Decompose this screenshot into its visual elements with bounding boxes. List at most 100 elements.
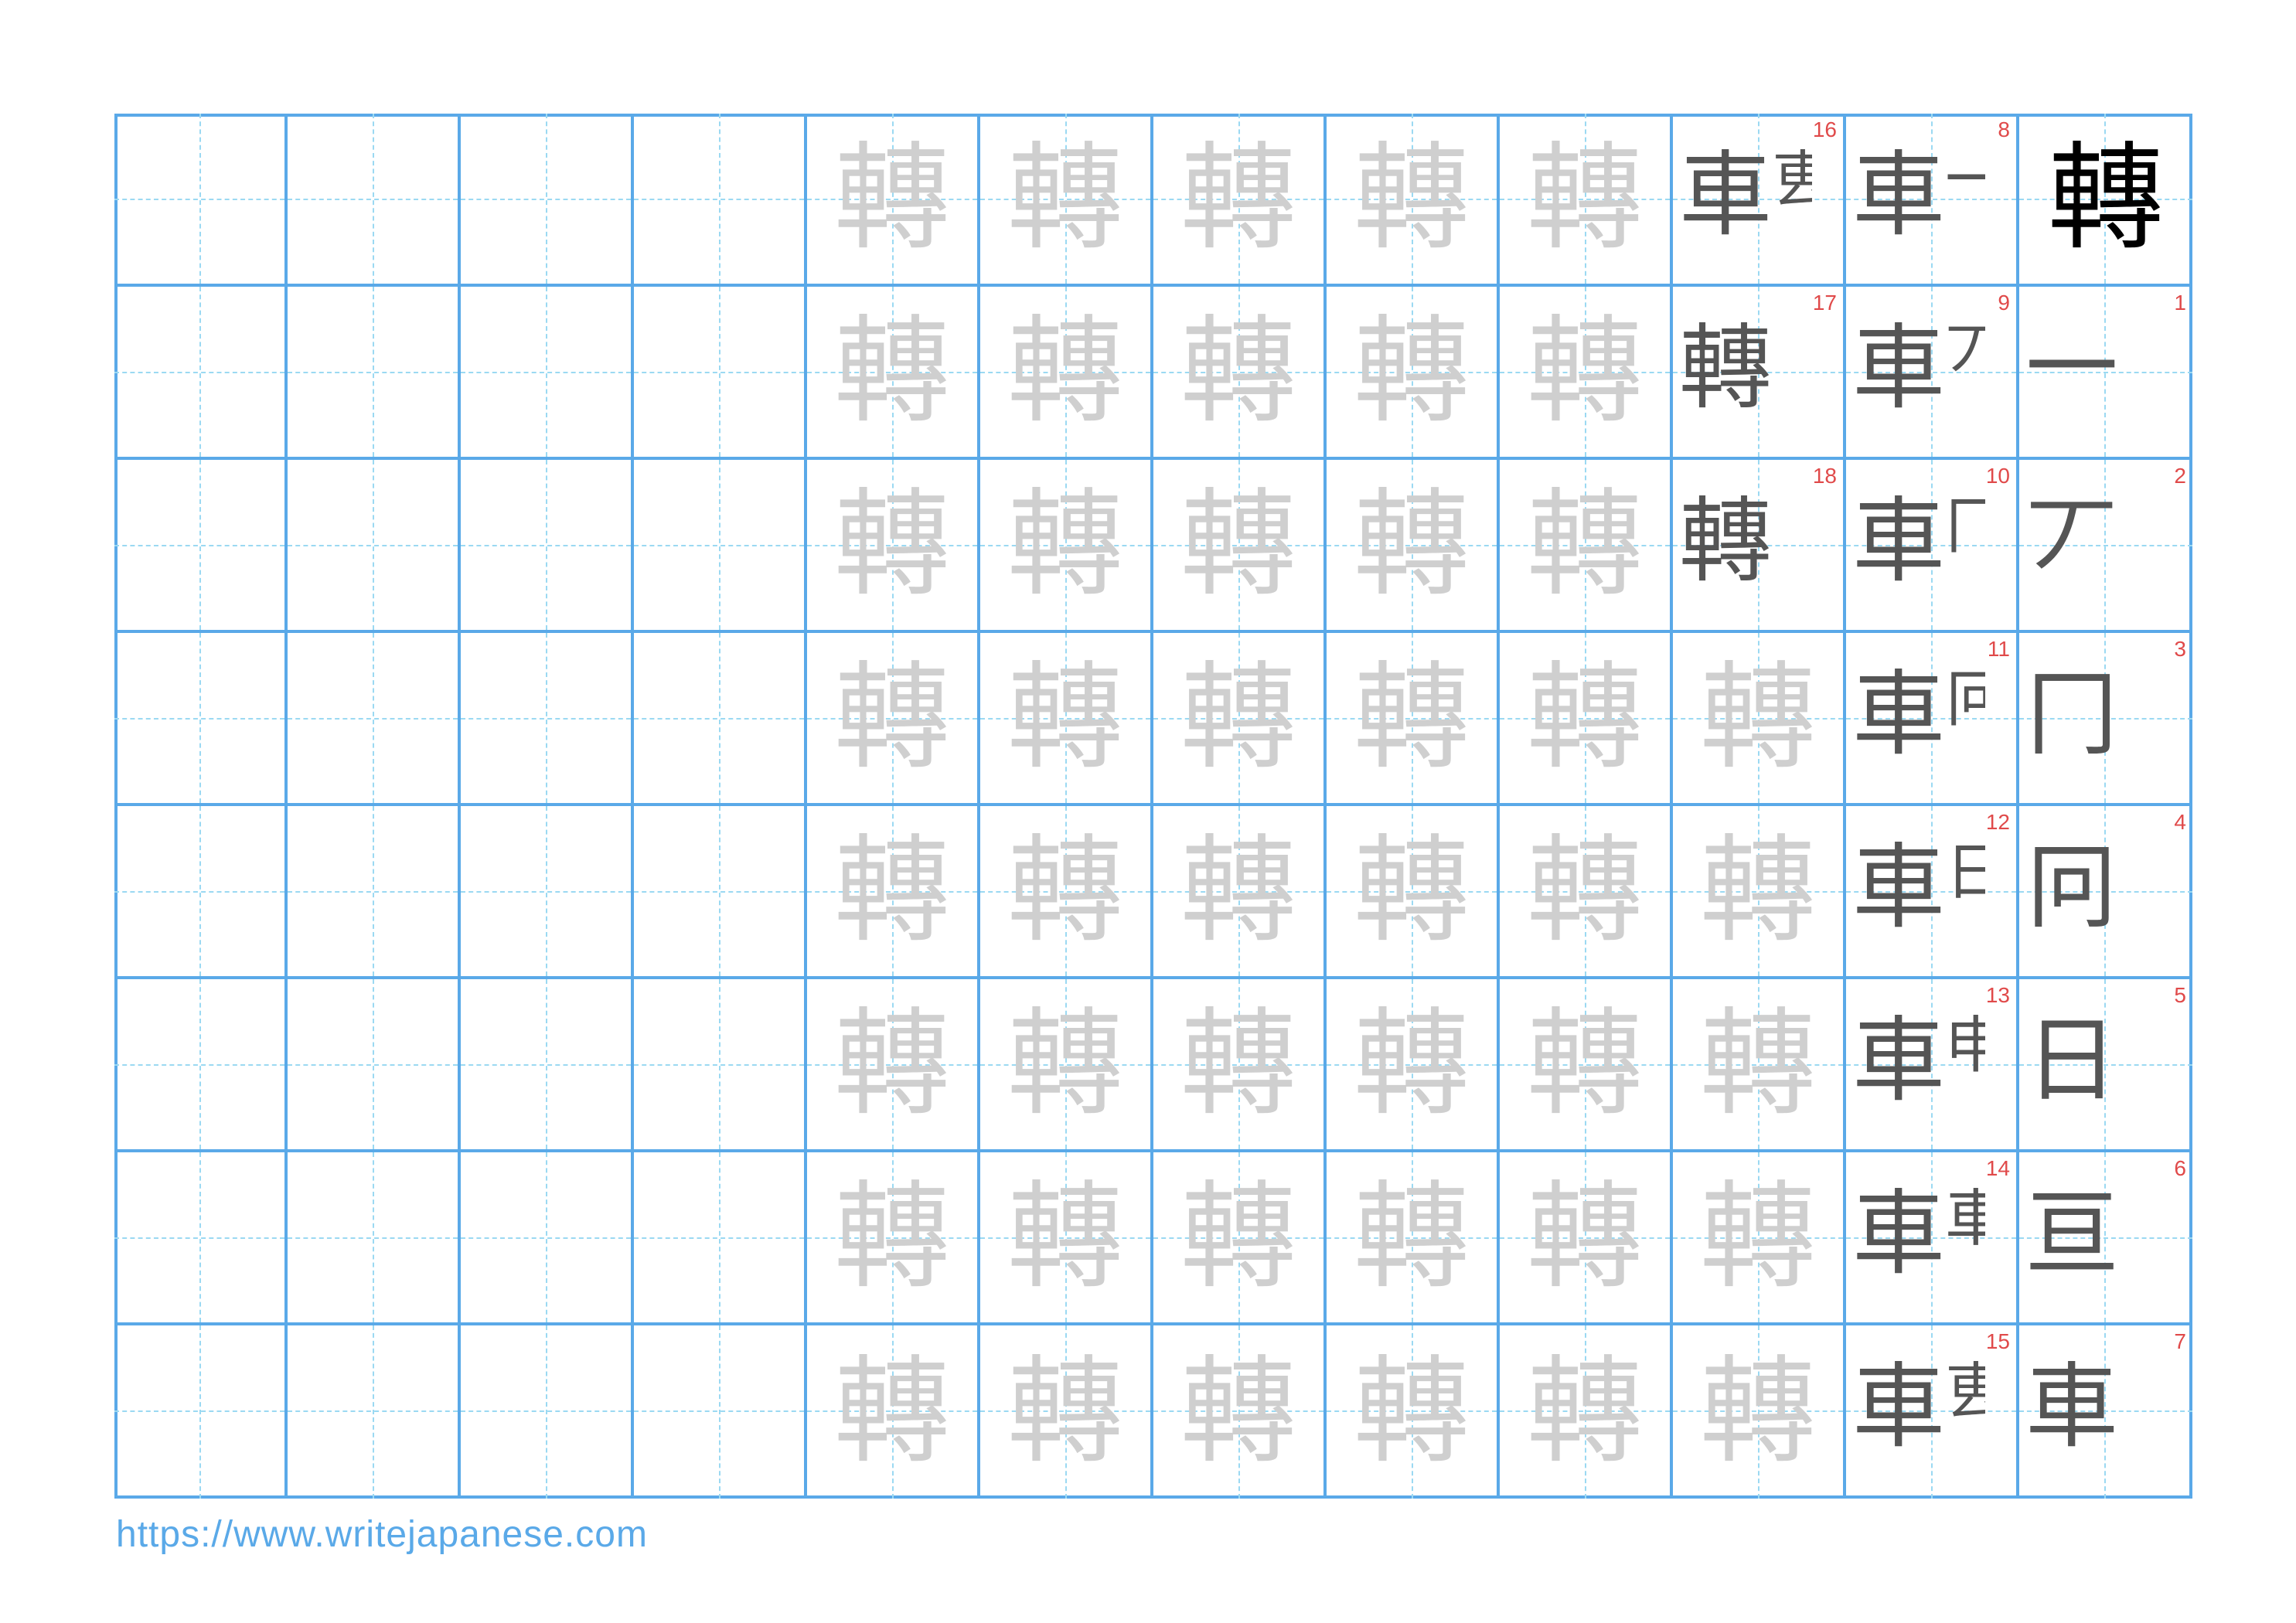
guide-line-horizontal	[980, 1064, 1150, 1066]
stroke-number: 13	[1985, 983, 2010, 1007]
grid-cell: 車叀 16	[1673, 114, 1846, 287]
trace-character: 轉	[1699, 1345, 1816, 1479]
grid-cell	[634, 806, 807, 979]
guide-line-horizontal	[1153, 1410, 1323, 1412]
guide-line-horizontal	[1153, 372, 1323, 373]
grid-cell: 轉	[1153, 1325, 1327, 1499]
stroke-step-glyph: 亘	[2025, 1188, 2158, 1319]
trace-character: 轉	[1180, 1345, 1296, 1479]
trace-character: 轉	[1180, 478, 1296, 612]
guide-line-horizontal	[1153, 718, 1323, 720]
trace-character: 轉	[1007, 997, 1123, 1131]
grid-cell: 轉	[1327, 1152, 1500, 1325]
trace-character: 轉	[1353, 1345, 1470, 1479]
grid-cell: 轉	[1327, 287, 1500, 460]
guide-line-horizontal	[1673, 372, 1843, 373]
stroke-step-glyph: 轉	[1679, 495, 1812, 627]
stroke-step-glyph: 日	[2025, 1015, 2158, 1146]
guide-line-horizontal	[1500, 199, 1670, 200]
grid-cell: 轉	[1153, 633, 1327, 806]
guide-line-horizontal	[634, 372, 804, 373]
grid-cell: 轉	[1500, 979, 1673, 1152]
grid-cell	[114, 114, 288, 287]
grid-cell	[634, 1152, 807, 1325]
guide-line-horizontal	[114, 1237, 284, 1239]
guide-line-vertical	[1412, 1325, 1413, 1499]
grid-cell: 轉	[1327, 1325, 1500, 1499]
grid-cell: 轉	[2019, 114, 2192, 287]
grid-cell: 車車 14	[1846, 1152, 2019, 1325]
stroke-number: 15	[1985, 1329, 2010, 1353]
guide-line-horizontal	[114, 545, 284, 546]
guide-line-horizontal	[1673, 1237, 1843, 1239]
guide-line-vertical	[2104, 1325, 2106, 1499]
guide-line-horizontal	[1153, 891, 1323, 893]
grid-cell: 轉	[980, 460, 1153, 633]
trace-character: 轉	[1353, 997, 1470, 1131]
grid-cell: 轉	[1327, 114, 1500, 287]
guide-line-horizontal	[1153, 1237, 1323, 1239]
guide-line-horizontal	[634, 1410, 804, 1412]
trace-character: 轉	[1699, 824, 1816, 958]
grid-cell: 轉	[1673, 979, 1846, 1152]
footer-url[interactable]: https://www.writejapanese.com	[116, 1514, 648, 1555]
grid-cell	[288, 114, 461, 287]
guide-line-vertical	[546, 1325, 547, 1499]
trace-character: 轉	[1353, 305, 1470, 439]
grid-cell: 轉	[807, 806, 980, 979]
guide-line-horizontal	[1153, 199, 1323, 200]
grid-cell	[288, 460, 461, 633]
stroke-number: 3	[2174, 637, 2186, 661]
stroke-step-glyph: 轉	[1679, 322, 1812, 454]
stroke-base: 車	[2025, 1361, 2118, 1461]
grid-cell: 轉	[1500, 114, 1673, 287]
trace-character: 轉	[833, 305, 950, 439]
guide-line-horizontal	[980, 1237, 1150, 1239]
grid-cell	[114, 633, 288, 806]
grid-cell: 轉	[807, 1152, 980, 1325]
grid-cell: 轉	[1500, 287, 1673, 460]
stroke-fragment: 冋	[1945, 669, 1985, 735]
grid-cell: 轉	[1153, 806, 1327, 979]
grid-cell	[461, 979, 634, 1152]
trace-character: 轉	[1353, 1170, 1470, 1305]
grid-cell: 轉	[1153, 1152, 1327, 1325]
grid-cell	[634, 460, 807, 633]
stroke-number: 8	[1998, 117, 2010, 141]
guide-line-horizontal	[1500, 718, 1670, 720]
stroke-base: 車	[1852, 495, 1945, 595]
grid-cell: 車申 13	[1846, 979, 2019, 1152]
guide-line-horizontal	[2019, 372, 2192, 373]
trace-character: 轉	[1526, 131, 1643, 266]
guide-line-horizontal	[807, 199, 977, 200]
guide-line-vertical	[199, 1325, 201, 1499]
guide-line-horizontal	[980, 891, 1150, 893]
guide-line-vertical	[719, 1325, 720, 1499]
guide-line-horizontal	[288, 718, 458, 720]
guide-line-horizontal	[114, 891, 284, 893]
grid-cell: 轉	[1500, 633, 1673, 806]
trace-character: 轉	[1180, 997, 1296, 1131]
grid-cell: 轉	[807, 114, 980, 287]
grid-cell	[114, 1325, 288, 1499]
trace-character: 轉	[1007, 305, 1123, 439]
stroke-number: 10	[1985, 464, 2010, 488]
guide-line-horizontal	[2019, 718, 2192, 720]
guide-line-horizontal	[980, 1410, 1150, 1412]
grid-cell: 轉	[1500, 1152, 1673, 1325]
grid-cell: 轉	[1153, 114, 1327, 287]
model-character: 轉	[2047, 131, 2164, 266]
guide-line-horizontal	[1673, 1064, 1843, 1066]
guide-line-horizontal	[1673, 199, 1843, 200]
stroke-base: 車	[1679, 149, 1772, 249]
trace-character: 轉	[1353, 131, 1470, 266]
guide-line-horizontal	[1846, 199, 2016, 200]
guide-line-horizontal	[2019, 891, 2192, 893]
trace-character: 轉	[1007, 651, 1123, 785]
grid-cell: 轉	[807, 979, 980, 1152]
practice-grid: 轉轉轉轉轉車叀 16 車一 8 轉轉轉轉轉轉轉 17 車丆 9 一 1 轉轉轉轉轉轉 18 車冂 10 丆 2…	[114, 114, 2192, 1499]
guide-line-horizontal	[288, 1237, 458, 1239]
grid-cell: 轉	[1327, 633, 1500, 806]
